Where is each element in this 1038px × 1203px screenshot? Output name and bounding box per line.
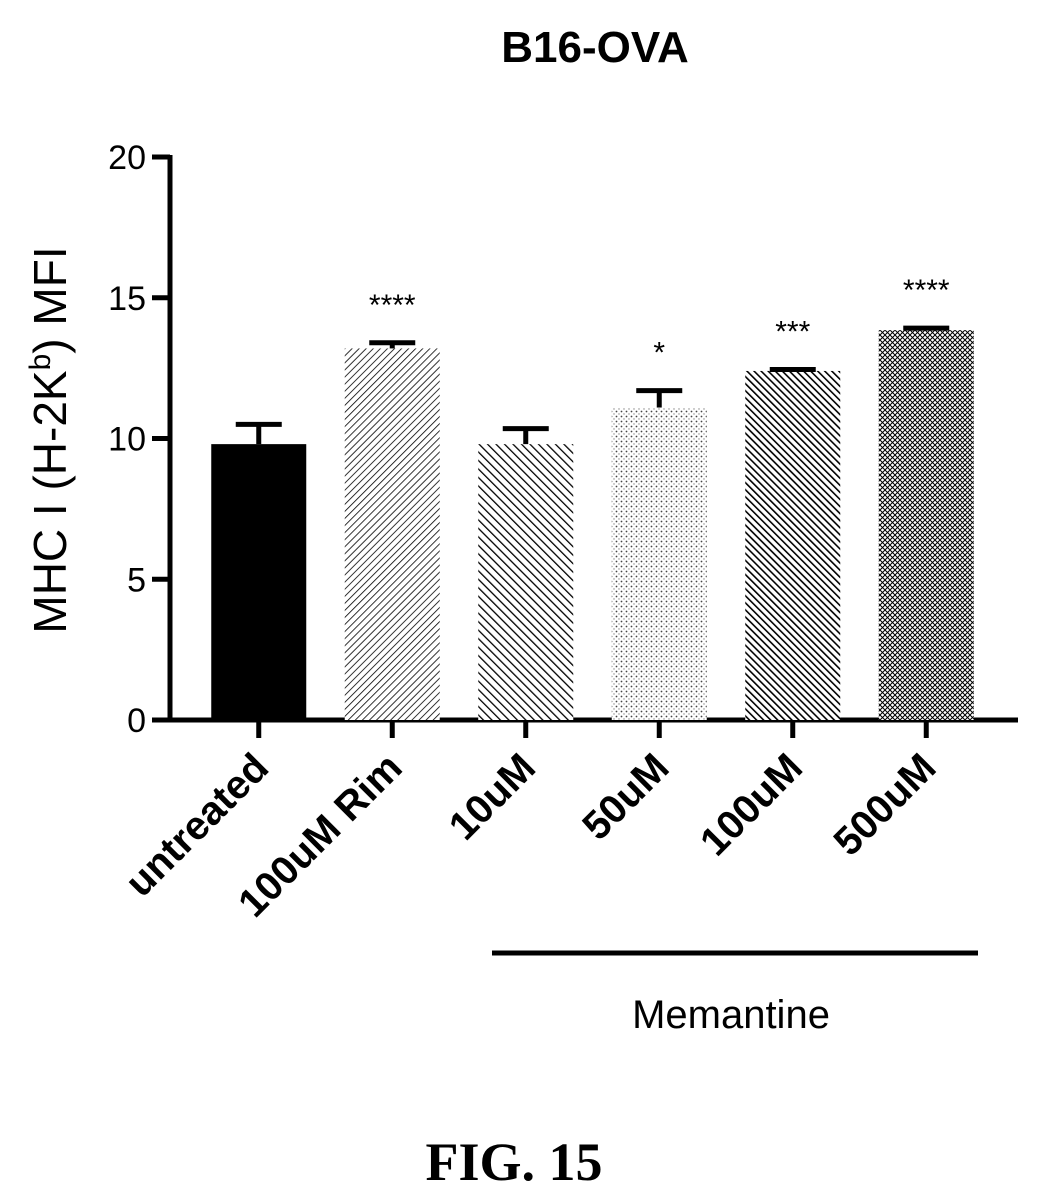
y-axis-label-main: MHC I (H-2K bbox=[24, 370, 76, 634]
y-axis-label: MHC I (H-2Kb) MFI bbox=[24, 246, 76, 633]
y-tick-label: 10 bbox=[108, 421, 146, 459]
bar-5 bbox=[878, 330, 974, 720]
significance-label: *** bbox=[775, 316, 810, 349]
bar-1 bbox=[344, 348, 440, 720]
y-axis-label-suffix: ) MFI bbox=[24, 246, 76, 353]
bar-3 bbox=[611, 407, 707, 720]
x-tick-label: 10uM bbox=[441, 745, 544, 848]
y-axis-label-superscript: b bbox=[24, 354, 57, 371]
significance-label: **** bbox=[903, 274, 950, 307]
memantine-group-label: Memantine bbox=[632, 993, 830, 1037]
chart-title: B16-OVA bbox=[501, 23, 688, 72]
significance-label: * bbox=[653, 337, 665, 370]
bar-0 bbox=[211, 444, 307, 720]
bar-2 bbox=[478, 444, 574, 720]
y-tick-label: 20 bbox=[108, 139, 146, 177]
x-tick-label: 100uM bbox=[692, 745, 811, 864]
figure-label: FIG. 15 bbox=[425, 1132, 602, 1192]
x-tick-label: 500uM bbox=[825, 745, 944, 864]
bar-4 bbox=[745, 370, 841, 720]
y-tick-label: 15 bbox=[108, 280, 146, 318]
y-tick-label: 5 bbox=[127, 561, 146, 599]
y-tick-label: 0 bbox=[127, 702, 146, 740]
significance-label: **** bbox=[369, 289, 416, 322]
x-tick-label: 50uM bbox=[574, 745, 677, 848]
